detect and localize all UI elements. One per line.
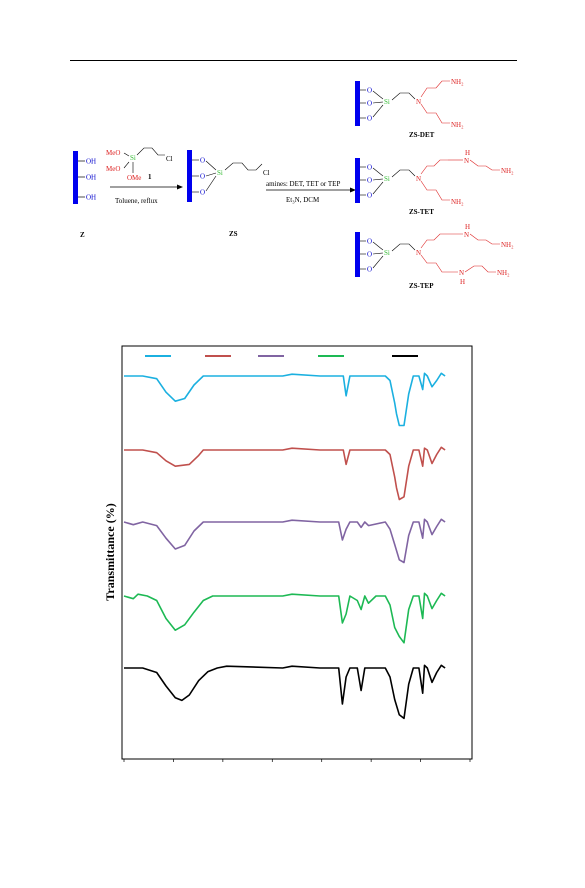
methoxy-low: OMe xyxy=(127,174,141,182)
nh2: NH₂ xyxy=(501,167,514,175)
nh2: NH₂ xyxy=(451,121,464,129)
amine-n: N xyxy=(464,157,469,165)
x-ticks xyxy=(123,759,471,762)
label-zs-tet: ZS-TET xyxy=(409,208,434,216)
silicon-atom: Si xyxy=(384,249,390,257)
oxygen: O xyxy=(367,164,372,172)
oxygen: O xyxy=(367,266,372,274)
h-atom: H xyxy=(465,149,470,157)
chloro-reagent: Cl xyxy=(166,155,173,163)
label-z: Z xyxy=(80,231,85,239)
header-rule xyxy=(70,60,517,61)
amine-n: N xyxy=(459,269,464,277)
y-axis-label: Transmittance (%) xyxy=(103,503,117,600)
oxygen: O xyxy=(367,192,372,200)
arrow-step2: amines: DET, TET or TEP Et₃N, DCM xyxy=(266,180,356,204)
methoxy-mid: MeO xyxy=(106,165,120,173)
support-zs: O O O Si Cl ZS xyxy=(187,150,270,238)
series-trace-1 xyxy=(124,372,446,427)
series-trace-2 xyxy=(124,446,446,501)
reagent-number: 1 xyxy=(148,173,152,181)
arrow-step1: Toluene, reflux xyxy=(110,184,183,205)
label-zs-det: ZS-DET xyxy=(409,131,435,139)
product-zs-tet: O O O Si N H N NH₂ NH₂ ZS-TET xyxy=(355,149,514,216)
series-trace-4 xyxy=(123,592,446,644)
nh2: NH₂ xyxy=(451,198,464,206)
methoxy-top: MeO xyxy=(106,149,120,157)
plot-frame xyxy=(121,345,473,760)
amine-n: N xyxy=(464,231,469,239)
step2-conditions-2: Et₃N, DCM xyxy=(286,196,320,204)
oxygen: O xyxy=(367,115,372,123)
amine-n: N xyxy=(416,249,421,257)
series-trace-5 xyxy=(124,664,446,720)
chloro-zs: Cl xyxy=(263,169,270,177)
surface-bar xyxy=(73,151,78,204)
silicon-atom: Si xyxy=(384,175,390,183)
label-zs: ZS xyxy=(229,230,238,238)
surface-bar xyxy=(187,150,192,202)
label-zs-tep: ZS-TEP xyxy=(409,282,434,290)
oxygen-2: O xyxy=(200,173,205,181)
amine-n: N xyxy=(416,98,421,106)
hydroxyl-2: OH xyxy=(86,174,96,182)
oxygen: O xyxy=(367,177,372,185)
ftir-chart: Transmittance (%) xyxy=(103,345,473,762)
oxygen-3: O xyxy=(200,189,205,197)
oxygen: O xyxy=(367,87,372,95)
product-zs-tep: O O O Si N H N NH₂ N H NH₂ ZS-TEP xyxy=(355,223,514,290)
h-atom: H xyxy=(465,223,470,231)
silicon-atom: Si xyxy=(384,98,390,106)
nh2: NH₂ xyxy=(497,269,510,277)
traces xyxy=(123,372,446,720)
reagent-1: MeO Si MeO OMe Cl 1 xyxy=(106,147,173,182)
series-trace-3 xyxy=(123,518,446,564)
support-z: OH OH OH Z xyxy=(73,151,96,239)
h-atom: H xyxy=(460,278,465,286)
oxygen-1: O xyxy=(200,157,205,165)
reaction-scheme: OH OH OH Z MeO Si MeO OMe Cl 1 Toluene, … xyxy=(73,78,514,290)
hydroxyl-3: OH xyxy=(86,194,96,202)
nh2: NH₂ xyxy=(501,241,514,249)
oxygen: O xyxy=(367,100,372,108)
step2-conditions-1: amines: DET, TET or TEP xyxy=(266,180,340,188)
amine-n: N xyxy=(416,175,421,183)
hydroxyl-1: OH xyxy=(86,158,96,166)
nh2: NH₂ xyxy=(451,78,464,86)
step1-conditions: Toluene, reflux xyxy=(115,197,158,205)
silicon-atom: Si xyxy=(130,154,136,162)
oxygen: O xyxy=(367,238,372,246)
product-zs-det: O O O Si N NH₂ NH₂ ZS-DET xyxy=(355,78,464,139)
oxygen: O xyxy=(367,251,372,259)
silicon-atom: Si xyxy=(217,169,223,177)
